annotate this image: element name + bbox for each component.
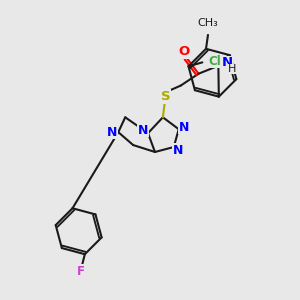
- Text: N: N: [221, 56, 233, 69]
- Text: N: N: [172, 143, 183, 157]
- Text: H: H: [228, 64, 237, 74]
- Text: S: S: [161, 90, 171, 103]
- Text: N: N: [107, 126, 118, 139]
- Text: N: N: [178, 121, 189, 134]
- Text: Cl: Cl: [208, 55, 221, 68]
- Text: F: F: [77, 265, 85, 278]
- Text: O: O: [178, 45, 189, 58]
- Text: N: N: [138, 124, 148, 137]
- Text: CH₃: CH₃: [198, 18, 218, 28]
